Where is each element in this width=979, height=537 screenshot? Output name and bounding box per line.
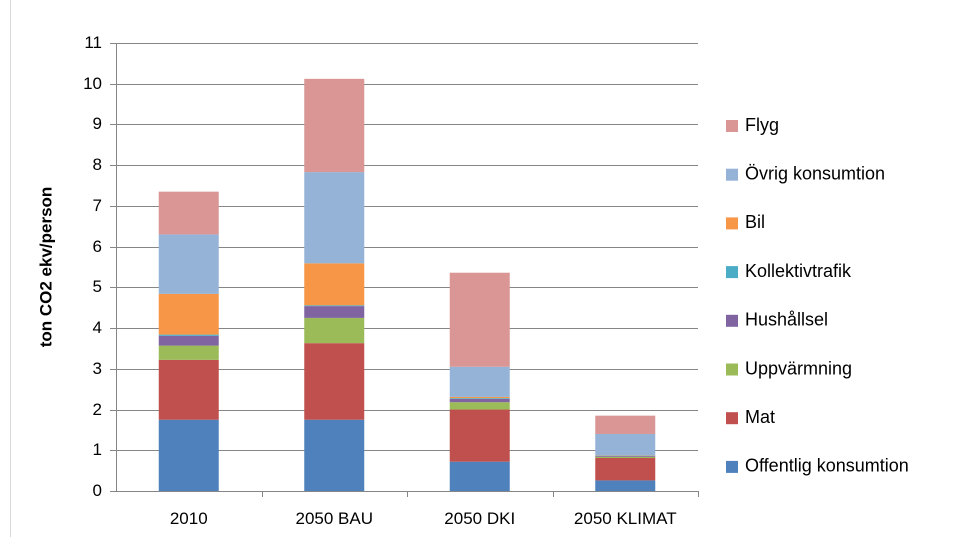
y-tick-label: 11 — [84, 33, 102, 52]
y-tick-label: 0 — [93, 481, 102, 500]
bar-segment — [449, 398, 510, 403]
bar-segment — [595, 456, 656, 459]
legend-swatch — [726, 120, 738, 132]
y-tick-label: 7 — [93, 196, 102, 215]
legend-label: Övrig konsumtion — [745, 163, 885, 183]
x-tick-label: 2050 KLIMAT — [574, 509, 677, 528]
legend-label: Kollektivtrafik — [745, 261, 852, 281]
bar-segment — [304, 78, 365, 173]
x-tick-labels: 2010 2050 BAU 2050 DKI 2050 KLIMAT — [170, 509, 677, 528]
legend-swatch — [726, 168, 738, 181]
legend-label: Mat — [745, 407, 775, 427]
bar-segment — [595, 458, 656, 481]
bar-segment — [304, 343, 365, 420]
legend-label: Hushållsel — [745, 310, 828, 330]
y-tick-label: 5 — [93, 277, 102, 296]
legend-swatch — [726, 217, 738, 230]
bar-segment — [304, 419, 365, 491]
bar-segment — [449, 366, 510, 397]
bar-segment — [595, 415, 656, 434]
x-tick-label: 2010 — [170, 509, 208, 528]
bar-segment — [158, 335, 219, 346]
legend-swatch — [726, 363, 738, 376]
y-tick-label: 8 — [93, 155, 102, 174]
bars — [158, 78, 656, 491]
legend-label: Bil — [745, 212, 765, 232]
bar-segment — [158, 334, 219, 336]
y-axis-label: ton CO2 ekv/person — [36, 187, 55, 348]
bar-segment — [595, 433, 656, 456]
x-tick-label: 2050 BAU — [296, 509, 374, 528]
y-tick-label: 2 — [93, 400, 102, 419]
bar-segment — [595, 455, 656, 457]
bar-segment — [449, 272, 510, 367]
bar-segment — [158, 419, 219, 491]
legend-swatch — [726, 412, 738, 425]
y-tick-label: 10 — [83, 74, 102, 93]
bar-segment — [449, 409, 510, 462]
legend-swatch — [726, 266, 738, 279]
bar-segment — [304, 306, 365, 318]
legend: Flyg Övrig konsumtion Bil Kollektivtrafik Hu… — [726, 115, 909, 476]
bar-segment — [304, 305, 365, 307]
legend-label: Offentlig konsumtion — [745, 456, 909, 476]
bar-segment — [304, 263, 365, 306]
legend-label: Uppvärmning — [745, 358, 852, 378]
bar-segment — [449, 402, 510, 410]
y-tick-label: 3 — [93, 359, 102, 378]
bar-segment — [158, 293, 219, 335]
legend-swatch — [726, 460, 738, 473]
legend-label: Flyg — [745, 115, 779, 135]
y-tick-labels: 0 1 2 3 4 5 6 7 8 9 10 11 — [83, 33, 102, 500]
bar-segment — [449, 398, 510, 399]
bar-segment — [449, 396, 510, 399]
bar-segment — [304, 172, 365, 264]
bar-segment — [158, 191, 219, 235]
y-tick-label: 9 — [93, 114, 102, 133]
y-tick-label: 6 — [93, 237, 102, 256]
bar-segment — [304, 317, 365, 344]
y-tick-label: 4 — [93, 318, 102, 337]
legend-swatch — [726, 314, 738, 327]
y-tick-label: 1 — [93, 440, 102, 459]
bar-segment — [449, 461, 510, 491]
bar-segment — [158, 345, 219, 360]
bar-segment — [158, 234, 219, 294]
bar-segment — [158, 359, 219, 420]
bar-segment — [595, 480, 656, 491]
x-tick-label: 2050 DKI — [444, 509, 515, 528]
